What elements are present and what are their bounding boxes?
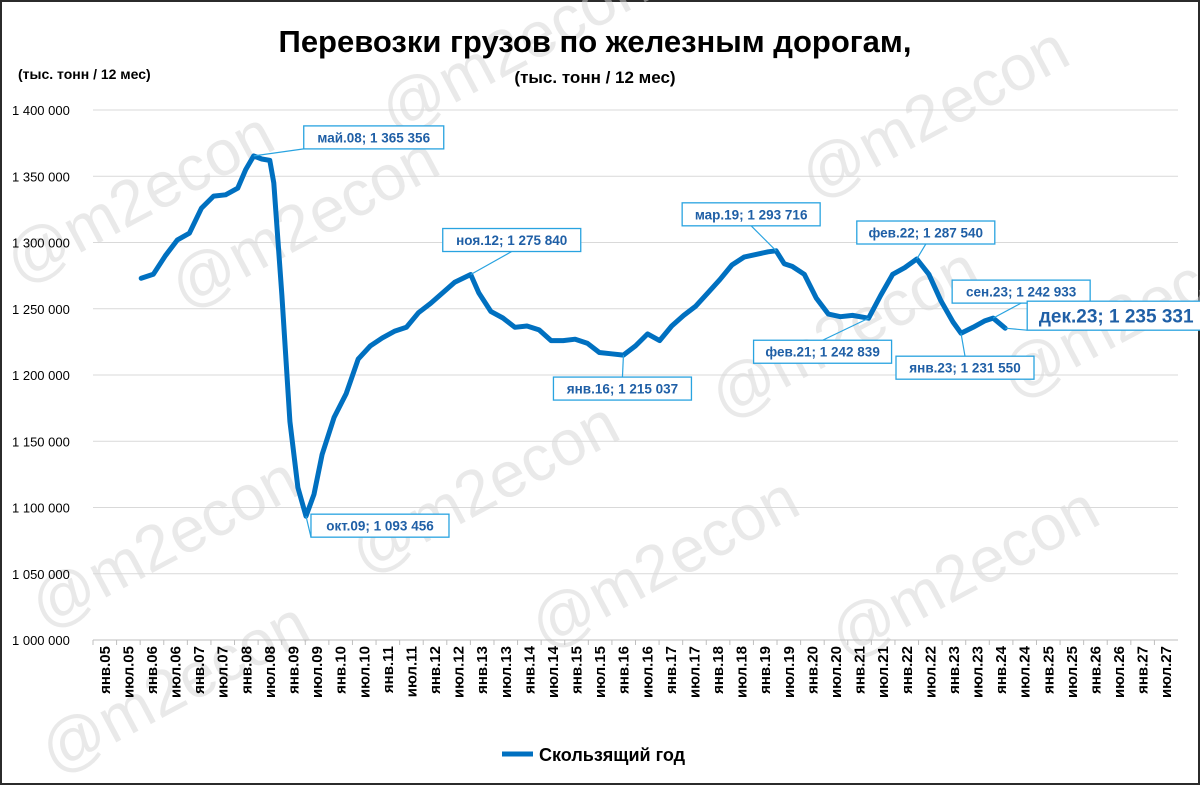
annotation-leader-0 [253, 148, 304, 157]
watermark-7: @m2econ [338, 386, 630, 587]
x-tick-label-44: янв.27 [1135, 646, 1152, 694]
x-tick-label-39: июл.24 [1017, 645, 1034, 698]
x-tick-label-4: янв.07 [191, 646, 208, 694]
chart-title: Перевозки грузов по железным дорогам, [279, 24, 912, 59]
x-tick-label-9: июл.09 [309, 646, 326, 698]
x-axis-ticks: янв.05 июл.05 янв.06 июл.06 янв.07 июл.07 янв.… [92, 640, 1175, 698]
x-tick-label-7: июл.08 [262, 646, 279, 698]
annotation-box-3 [552, 376, 693, 401]
series-line-rolling-year [138, 153, 1008, 519]
x-tick-label-10: янв.10 [333, 646, 350, 694]
x-tick-label-1: июл.05 [120, 646, 137, 698]
y-tick-label-7: 1 350 000 [12, 169, 70, 184]
annotation-leader-2 [470, 250, 513, 276]
annotation-label-1: окт.09; 1 093 456 [326, 519, 434, 534]
chart-subtitle: (тыс. тонн / 12 мес) [514, 68, 675, 87]
x-tick-label-11: июл.10 [356, 646, 373, 698]
x-tick-label-33: июл.21 [875, 646, 892, 698]
x-tick-label-14: янв.12 [427, 646, 444, 694]
annotation-label-5: фев.21; 1 242 839 [765, 345, 880, 360]
y-tick-label-4: 1 200 000 [12, 368, 70, 383]
watermark-9: @m2econ [518, 461, 810, 662]
annotation-leader-9 [1005, 327, 1028, 331]
annotation-label-3: янв.16; 1 215 037 [567, 382, 678, 397]
annotation-leader-7 [960, 333, 966, 357]
x-tick-label-36: янв.23 [946, 646, 963, 694]
x-tick-label-12: янв.11 [380, 646, 397, 693]
x-tick-label-0: янв.05 [97, 646, 114, 694]
annotation-box-7 [895, 355, 1035, 380]
x-tick-label-30: янв.20 [804, 646, 821, 694]
x-tick-label-5: июл.07 [215, 646, 232, 698]
y-axis-ticks: 1 000 000 1 050 000 1 100 000 1 150 000 1 20… [12, 103, 70, 648]
y-tick-label-6: 1 300 000 [12, 236, 70, 251]
x-tick-label-27: июл.18 [734, 646, 751, 698]
annotation-box-9 [1026, 300, 1200, 331]
x-tick-label-22: янв.16 [616, 646, 633, 694]
x-tick-label-18: янв.14 [521, 645, 538, 694]
annotation-leader-1 [305, 516, 312, 538]
x-tick-label-26: янв.18 [710, 646, 727, 694]
annotation-box-0 [303, 125, 445, 150]
annotation-leader-3 [621, 355, 625, 378]
x-tick-label-43: июл.26 [1111, 646, 1128, 698]
annotation-label-8: сен.23; 1 242 933 [966, 285, 1077, 300]
annotation-leader-8 [992, 302, 1022, 319]
x-tick-label-29: июл.19 [781, 646, 798, 698]
x-tick-label-20: янв.15 [569, 646, 586, 694]
annotation-box-1 [310, 513, 450, 538]
x-tick-label-3: июл.06 [168, 646, 185, 698]
annotation-label-0: май.08; 1 365 356 [317, 130, 430, 145]
x-tick-label-31: июл.20 [828, 646, 845, 698]
x-tick-label-38: янв.24 [993, 645, 1010, 694]
annotation-box-4 [681, 202, 821, 227]
x-tick-label-45: июл.27 [1158, 646, 1175, 698]
x-tick-label-15: июл.12 [451, 646, 468, 698]
x-tick-label-21: июл.15 [592, 646, 609, 698]
annotation-box-6 [856, 220, 996, 245]
annotation-label-4: мар.19; 1 293 716 [695, 207, 808, 222]
annotation-box-8 [951, 279, 1091, 304]
x-tick-label-8: янв.09 [285, 646, 302, 694]
x-tick-label-28: янв.19 [757, 646, 774, 694]
annotation-box-2 [442, 227, 582, 253]
x-tick-label-23: июл.16 [639, 646, 656, 698]
x-tick-label-40: янв.25 [1040, 646, 1057, 694]
annotations: май.08; 1 365 356 окт.09; 1 093 456 ноя.12… [253, 125, 1200, 538]
x-tick-label-16: янв.13 [474, 646, 491, 694]
watermark-10: @m2econ [818, 471, 1110, 672]
x-tick-label-17: июл.13 [498, 646, 515, 698]
legend-label: Скользящий год [539, 745, 686, 765]
x-tick-label-25: июл.17 [686, 646, 703, 698]
annotation-label-9: дек.23; 1 235 331 [1039, 307, 1194, 328]
annotation-leader-5 [822, 317, 869, 341]
y-tick-label-2: 1 100 000 [12, 501, 70, 516]
x-tick-label-41: июл.25 [1064, 646, 1081, 698]
y-tick-label-3: 1 150 000 [12, 434, 70, 449]
annotation-box-5 [752, 339, 893, 364]
x-tick-label-32: янв.21 [852, 646, 869, 694]
x-tick-label-2: янв.06 [144, 646, 161, 694]
y-axis-unit-label: (тыс. тонн / 12 мес) [18, 66, 151, 82]
x-tick-label-19: июл.14 [545, 645, 562, 698]
x-tick-label-35: июл.22 [922, 646, 939, 698]
x-tick-label-42: янв.26 [1087, 646, 1104, 694]
annotation-label-7: янв.23; 1 231 550 [909, 361, 1020, 376]
x-tick-label-34: янв.22 [899, 646, 916, 694]
y-tick-label-1: 1 050 000 [12, 567, 70, 582]
annotation-label-6: фев.22; 1 287 540 [869, 226, 984, 241]
x-tick-label-37: июл.23 [970, 646, 987, 698]
annotation-leader-6 [916, 243, 927, 260]
x-tick-label-13: июл.11 [403, 646, 420, 697]
y-tick-label-8: 1 400 000 [12, 103, 70, 118]
y-tick-label-5: 1 250 000 [12, 302, 70, 317]
x-tick-label-6: янв.08 [238, 646, 255, 694]
annotation-leader-4 [750, 225, 777, 252]
y-tick-label-0: 1 000 000 [12, 633, 70, 648]
annotation-label-2: ноя.12; 1 275 840 [456, 233, 567, 248]
legend: Скользящий год [502, 745, 686, 765]
x-tick-label-24: янв.17 [663, 646, 680, 694]
